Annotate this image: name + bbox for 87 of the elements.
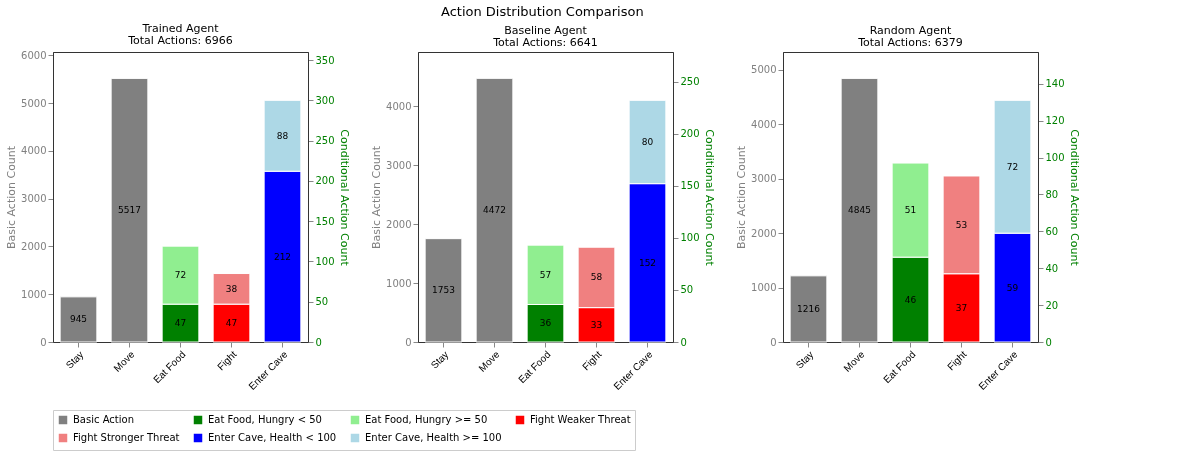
- data-label: 4472: [483, 205, 506, 216]
- data-label: 33: [590, 319, 603, 330]
- data-label: 47: [174, 318, 187, 329]
- legend-label: Basic Action: [73, 414, 134, 425]
- y-tick-label: 4000: [751, 118, 777, 130]
- y-tick-label: 5000: [21, 97, 47, 109]
- y2-tick-label: 40: [1045, 262, 1059, 274]
- legend-label: Eat Food, Hungry >= 50: [365, 414, 488, 425]
- y-tick-label: 3000: [21, 193, 47, 205]
- y-tick-label: 1000: [21, 288, 47, 300]
- legend-label: Fight Stronger Threat: [73, 432, 180, 443]
- y-tick-label: 5000: [751, 64, 777, 76]
- chart-title: Random Agent: [869, 24, 952, 37]
- data-label: 53: [955, 219, 968, 230]
- y2-tick-label: 200: [680, 128, 700, 140]
- y2-tick-label: 100: [315, 255, 335, 267]
- y-tick-label: 2000: [21, 240, 47, 252]
- y2-tick-label: 50: [315, 296, 329, 308]
- y-axis-title: Basic Action Count: [735, 145, 749, 250]
- data-label: 38: [225, 283, 238, 294]
- y-tick-label: 0: [40, 336, 47, 348]
- data-label: 152: [638, 257, 657, 268]
- data-label: 47: [225, 318, 238, 329]
- y2-tick-label: 200: [315, 175, 335, 187]
- legend-label: Enter Cave, Health < 100: [208, 432, 337, 443]
- chart-title: Baseline Agent: [504, 24, 588, 37]
- y2-tick-label: 140: [1045, 78, 1065, 90]
- y2-tick-label: 20: [1045, 299, 1059, 311]
- data-label: 1216: [797, 303, 821, 314]
- text: Action Distribution Comparison: [440, 3, 644, 19]
- x-tick-label: Stay: [63, 348, 86, 371]
- y2-tick-label: 120: [1045, 115, 1065, 127]
- data-label: 72: [174, 270, 187, 281]
- chart-subtitle: Total Actions: 6641: [492, 36, 598, 49]
- y2-tick-label: 50: [680, 284, 694, 296]
- y-axis-title: Basic Action Count: [370, 145, 384, 250]
- chart-subtitle: Total Actions: 6966: [127, 34, 233, 48]
- data-label: 80: [641, 137, 654, 147]
- y-tick-label: 1000: [386, 277, 412, 289]
- data-label: 51: [904, 205, 917, 216]
- y2-tick-label: 100: [680, 232, 700, 244]
- y-tick-label: 2000: [751, 227, 777, 239]
- data-label: 4845: [848, 205, 871, 216]
- y2-tick-label: 250: [680, 76, 700, 88]
- y2-axis-title: Conditional Action Count: [337, 129, 351, 267]
- y2-tick-label: 250: [315, 135, 335, 147]
- y-tick-label: 4000: [21, 145, 47, 157]
- y-axis-title: Basic Action Count: [5, 145, 19, 250]
- data-label: 36: [539, 318, 552, 329]
- data-label: 37: [955, 302, 968, 313]
- y2-tick-label: 300: [315, 94, 335, 106]
- y2-axis-title: Conditional Action Count: [1067, 129, 1081, 267]
- legend-label: Eat Food, Hungry < 50: [208, 414, 322, 425]
- data-label: 58: [590, 272, 603, 283]
- y2-tick-label: 80: [1045, 188, 1059, 200]
- y-tick-label: 3000: [751, 173, 777, 185]
- y2-tick-label: 60: [1045, 225, 1059, 237]
- y2-tick-label: 0: [680, 336, 687, 348]
- data-label: 212: [273, 251, 292, 262]
- y2-tick-label: 150: [680, 180, 700, 192]
- legend-label: Fight Weaker Threat: [530, 414, 631, 425]
- y-tick-label: 0: [770, 336, 777, 348]
- data-label: 59: [1006, 282, 1019, 293]
- y-tick-label: 2000: [386, 218, 412, 230]
- y-tick-label: 6000: [21, 49, 47, 61]
- x-tick-label: Stay: [793, 348, 816, 371]
- legend-label: Enter Cave, Health >= 100: [365, 432, 502, 443]
- data-label: 88: [276, 130, 289, 141]
- chart-subtitle: Total Actions: 6379: [857, 36, 963, 49]
- y-tick-label: 0: [405, 336, 412, 348]
- y-tick-label: 3000: [386, 159, 412, 171]
- data-label: 46: [904, 294, 917, 305]
- data-label: 1753: [432, 285, 455, 296]
- y2-tick-label: 150: [315, 215, 335, 227]
- y2-tick-label: 0: [1045, 336, 1052, 348]
- x-tick-label: Stay: [428, 348, 451, 371]
- y2-tick-label: 0: [315, 336, 322, 348]
- data-label: 945: [69, 314, 88, 325]
- y2-tick-label: 100: [1045, 152, 1065, 164]
- y2-axis-title: Conditional Action Count: [702, 129, 716, 267]
- data-label: 57: [539, 269, 552, 280]
- chart-title: Trained Agent: [141, 22, 220, 36]
- data-label: 5517: [118, 205, 141, 216]
- y2-tick-label: 350: [315, 54, 335, 66]
- y-tick-label: 1000: [751, 282, 777, 294]
- data-label: 72: [1006, 161, 1019, 172]
- y-tick-label: 4000: [386, 100, 412, 112]
